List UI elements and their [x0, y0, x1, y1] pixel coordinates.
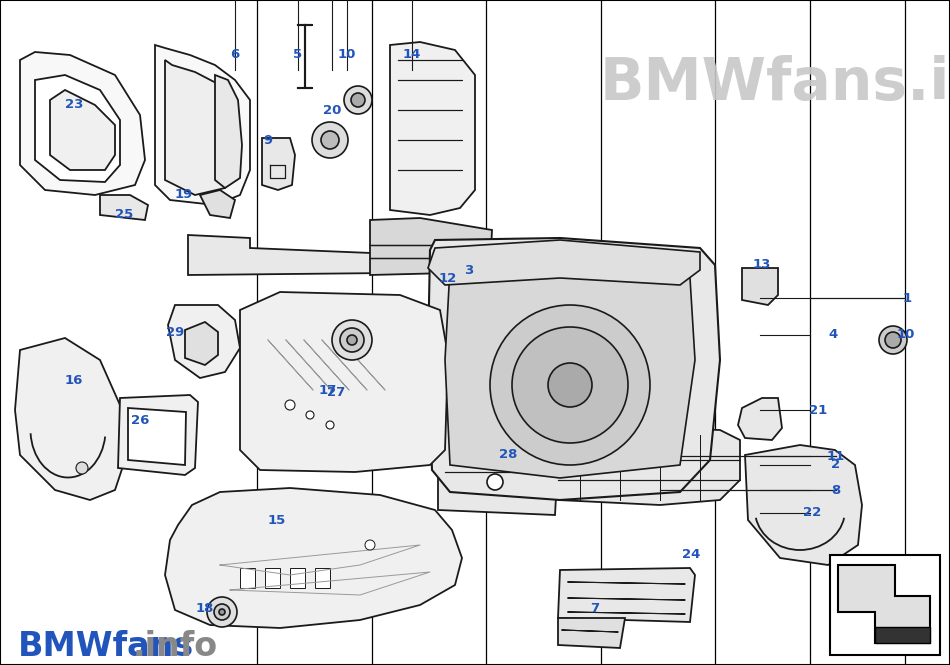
Text: 17: 17: [319, 384, 337, 396]
Polygon shape: [432, 280, 468, 312]
Polygon shape: [200, 190, 235, 218]
Circle shape: [219, 609, 225, 615]
Polygon shape: [738, 398, 782, 440]
Polygon shape: [100, 195, 148, 220]
Circle shape: [879, 326, 907, 354]
Text: 11: 11: [826, 450, 846, 462]
Circle shape: [548, 363, 592, 407]
Text: 14: 14: [403, 49, 421, 61]
Circle shape: [340, 328, 364, 352]
Text: 21: 21: [808, 404, 827, 416]
Text: 13: 13: [752, 259, 771, 271]
Polygon shape: [742, 268, 778, 305]
Text: 5: 5: [294, 49, 302, 61]
Polygon shape: [558, 568, 695, 622]
Polygon shape: [618, 446, 655, 472]
Polygon shape: [875, 627, 930, 643]
Text: 19: 19: [175, 188, 193, 201]
Text: 24: 24: [682, 549, 700, 561]
Text: 6: 6: [230, 49, 239, 61]
Polygon shape: [15, 338, 125, 500]
Polygon shape: [838, 565, 930, 643]
Circle shape: [321, 131, 339, 149]
Text: 10: 10: [338, 49, 356, 61]
Polygon shape: [558, 618, 625, 648]
Text: 29: 29: [166, 327, 184, 340]
Polygon shape: [745, 445, 862, 565]
Circle shape: [326, 421, 334, 429]
Text: 18: 18: [196, 602, 214, 614]
Text: 22: 22: [803, 507, 821, 519]
Polygon shape: [315, 568, 330, 588]
Text: 23: 23: [65, 98, 84, 112]
Polygon shape: [265, 568, 280, 588]
Polygon shape: [215, 75, 242, 188]
Polygon shape: [185, 322, 218, 365]
Text: 25: 25: [115, 209, 133, 221]
Polygon shape: [558, 428, 740, 505]
Text: BMWfans.info: BMWfans.info: [600, 55, 950, 112]
Circle shape: [347, 335, 357, 345]
Bar: [830, 555, 940, 655]
Polygon shape: [128, 408, 186, 465]
Text: 12: 12: [439, 271, 457, 285]
Text: 7: 7: [591, 602, 599, 614]
Circle shape: [365, 540, 375, 550]
Text: 8: 8: [831, 483, 841, 497]
Text: 28: 28: [499, 448, 517, 462]
Circle shape: [207, 597, 237, 627]
Circle shape: [312, 122, 348, 158]
Circle shape: [344, 86, 372, 114]
Circle shape: [351, 93, 365, 107]
Text: 16: 16: [65, 374, 84, 386]
Polygon shape: [50, 90, 115, 170]
Polygon shape: [390, 42, 475, 215]
Circle shape: [490, 305, 650, 465]
Text: 26: 26: [131, 414, 149, 426]
Text: 3: 3: [465, 265, 474, 277]
Polygon shape: [370, 218, 492, 275]
Circle shape: [76, 462, 88, 474]
Polygon shape: [188, 235, 492, 275]
Text: 15: 15: [268, 513, 286, 527]
Polygon shape: [438, 438, 558, 515]
Text: 27: 27: [327, 386, 345, 400]
Text: .info: .info: [133, 630, 218, 663]
Text: 9: 9: [263, 134, 273, 146]
Polygon shape: [155, 45, 250, 205]
Circle shape: [214, 604, 230, 620]
Text: 2: 2: [831, 458, 841, 471]
Circle shape: [885, 332, 901, 348]
Circle shape: [512, 327, 628, 443]
Polygon shape: [168, 305, 240, 378]
Text: 20: 20: [323, 104, 341, 116]
Polygon shape: [118, 395, 198, 475]
Polygon shape: [445, 262, 695, 478]
Circle shape: [285, 400, 295, 410]
Polygon shape: [262, 138, 295, 190]
Circle shape: [332, 320, 372, 360]
Polygon shape: [240, 292, 448, 472]
Polygon shape: [428, 238, 720, 500]
Text: 10: 10: [897, 329, 915, 342]
Polygon shape: [165, 60, 235, 195]
Circle shape: [306, 411, 314, 419]
Text: BMWfans: BMWfans: [18, 630, 194, 663]
Polygon shape: [35, 75, 120, 182]
Polygon shape: [290, 568, 305, 588]
Polygon shape: [240, 568, 255, 588]
Polygon shape: [20, 52, 145, 195]
Polygon shape: [428, 240, 700, 285]
Circle shape: [487, 474, 503, 490]
Text: 4: 4: [828, 329, 838, 342]
Polygon shape: [165, 488, 462, 628]
Text: 1: 1: [902, 291, 912, 305]
